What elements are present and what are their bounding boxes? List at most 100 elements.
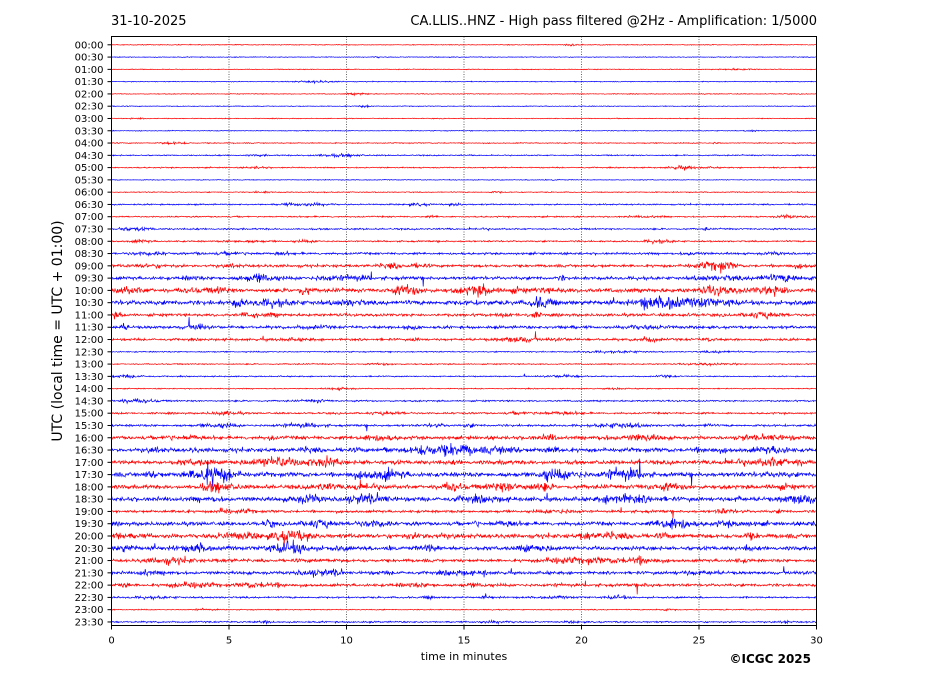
x-tick-label: 10 (340, 636, 353, 647)
trace-row (111, 373, 817, 379)
trace-row (111, 250, 817, 257)
y-tick-label: 18:30 (75, 495, 104, 506)
y-tick-label: 23:00 (75, 605, 104, 616)
y-tick-label: 00:00 (75, 40, 104, 51)
trace-row (111, 261, 817, 274)
trace-row (111, 295, 817, 311)
y-tick-label: 08:00 (75, 237, 104, 248)
trace-row (111, 331, 817, 344)
y-tick-label: 19:00 (75, 507, 104, 518)
y-tick-label: 12:00 (75, 335, 104, 346)
y-tick-label: 06:30 (75, 200, 104, 211)
trace-row (111, 479, 817, 494)
trace-row (111, 317, 817, 331)
trace-row (111, 421, 817, 432)
copyright-text: ©ICGC 2025 (729, 652, 811, 666)
y-axis-label: UTC (local time = UTC + 01:00) (50, 220, 66, 441)
trace-row (111, 283, 817, 298)
trace-row (111, 164, 817, 171)
seismic-traces (111, 43, 817, 626)
y-tick-label: 22:00 (75, 581, 104, 592)
x-tick-label: 25 (693, 636, 706, 647)
y-tick-label: 20:30 (75, 544, 104, 555)
trace-row (111, 92, 817, 97)
y-tick-label: 02:00 (75, 89, 104, 100)
y-tick-label: 06:00 (75, 188, 104, 199)
y-tick-label: 14:30 (75, 396, 104, 407)
y-tick-label: 11:00 (75, 310, 104, 321)
y-tick-label: 10:00 (75, 286, 104, 297)
trace-row (111, 593, 817, 601)
y-tick-label: 18:00 (75, 482, 104, 493)
trace-row (111, 140, 817, 146)
trace-row (111, 432, 817, 442)
trace-row (111, 362, 817, 367)
trace-row (111, 555, 817, 567)
x-tick-label: 0 (108, 636, 114, 647)
trace-row (111, 386, 817, 392)
trace-row (111, 443, 817, 457)
y-tick-label: 15:00 (75, 409, 104, 420)
trace-row (111, 507, 817, 519)
y-tick-label: 14:00 (75, 384, 104, 395)
y-tick-label: 13:00 (75, 360, 104, 371)
trace-row (111, 129, 817, 133)
trace-row (111, 67, 817, 71)
trace-row (111, 580, 817, 595)
y-tick-label: 17:00 (75, 458, 104, 469)
trace-row (111, 410, 817, 417)
y-tick-label: 09:30 (75, 274, 104, 285)
trace-row (111, 226, 817, 232)
y-tick-label: 12:30 (75, 347, 104, 358)
y-tick-label: 10:30 (75, 298, 104, 309)
y-tick-label: 19:30 (75, 519, 104, 530)
y-tick-label: 15:30 (75, 421, 104, 432)
trace-row (111, 458, 817, 487)
y-tick-label: 07:00 (75, 212, 104, 223)
trace-row (111, 397, 817, 405)
chart-date: 31-10-2025 (111, 14, 187, 29)
trace-row (111, 518, 817, 530)
x-tick-label: 15 (458, 636, 471, 647)
y-tick-label: 05:00 (75, 163, 104, 174)
trace-row (111, 349, 817, 355)
y-tick-label: 22:30 (75, 593, 104, 604)
x-tick-label: 20 (575, 636, 588, 647)
y-tick-label: 01:00 (75, 65, 104, 76)
y-tick-label: 11:30 (75, 323, 104, 334)
trace-row (111, 152, 817, 159)
trace-row (111, 79, 817, 85)
y-tick-label: 17:30 (75, 470, 104, 481)
y-tick-label: 04:00 (75, 139, 104, 150)
y-tick-label: 03:00 (75, 114, 104, 125)
y-tick-label: 02:30 (75, 102, 104, 113)
y-tick-label: 08:30 (75, 249, 104, 260)
y-tick-label: 04:30 (75, 151, 104, 162)
x-tick-label: 5 (226, 636, 232, 647)
trace-row (111, 271, 817, 287)
y-tick-label: 03:30 (75, 126, 104, 137)
trace-row (111, 607, 817, 612)
chart-title: CA.LLIS..HNZ - High pass filtered @2Hz -… (410, 14, 817, 29)
y-tick-label: 13:30 (75, 372, 104, 383)
trace-row (111, 618, 817, 626)
trace-row (111, 43, 817, 47)
x-axis-label: time in minutes (421, 650, 508, 663)
trace-row (111, 116, 817, 120)
trace-row (111, 455, 817, 468)
trace-row (111, 201, 817, 208)
x-tick-label: 30 (810, 636, 823, 647)
trace-row (111, 55, 817, 59)
y-tick-label: 07:30 (75, 225, 104, 236)
y-tick-label: 00:30 (75, 53, 104, 64)
y-tick-label: 21:00 (75, 556, 104, 567)
trace-row (111, 566, 817, 578)
trace-row (111, 190, 817, 194)
trace-row (111, 530, 817, 547)
y-tick-label: 20:00 (75, 532, 104, 543)
y-tick-label: 21:30 (75, 568, 104, 579)
trace-row (111, 492, 817, 505)
trace-row (111, 311, 817, 320)
